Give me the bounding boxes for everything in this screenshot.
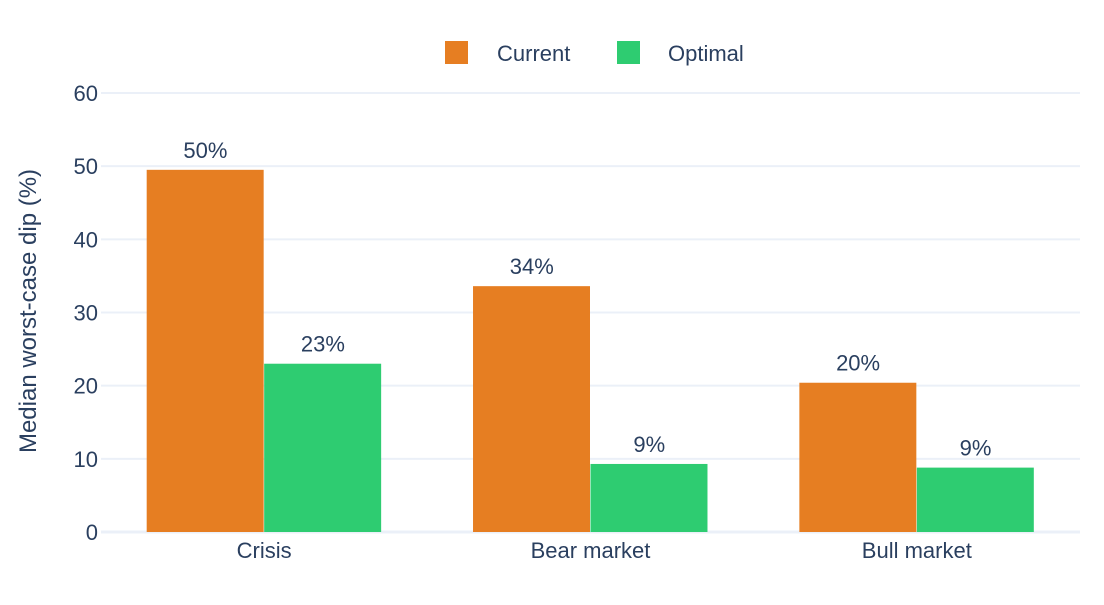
y-tick-label: 60 — [74, 81, 98, 106]
bars — [146, 169, 1034, 532]
x-tick-label: Bear market — [531, 538, 651, 563]
legend-label: Optimal — [668, 41, 744, 66]
y-tick-label: 40 — [74, 227, 98, 252]
y-axis: 0 10 20 30 40 50 60 — [74, 81, 98, 545]
y-tick-label: 20 — [74, 374, 98, 399]
bar-optimal-bull-market[interactable] — [916, 467, 1034, 532]
y-tick-label: 50 — [74, 154, 98, 179]
bar-value-label: 23% — [301, 332, 345, 357]
data-labels: 50% 23% 34% 9% 20% 9% — [183, 138, 991, 461]
legend-swatch — [445, 41, 468, 64]
bar-value-label: 50% — [183, 138, 227, 163]
bar-value-label: 20% — [836, 351, 880, 376]
bar-value-label: 34% — [510, 254, 554, 279]
x-axis: Crisis Bear market Bull market — [237, 538, 972, 563]
legend: Current Optimal — [445, 41, 744, 66]
y-tick-label: 10 — [74, 447, 98, 472]
x-tick-label: Bull market — [862, 538, 972, 563]
x-tick-label: Crisis — [237, 538, 292, 563]
y-axis-label: Median worst-case dip (%) — [15, 169, 42, 453]
bar-value-label: 9% — [633, 432, 665, 457]
y-tick-label: 30 — [74, 301, 98, 326]
legend-label: Current — [497, 41, 570, 66]
bar-current-crisis[interactable] — [146, 169, 264, 532]
legend-item-current[interactable]: Current — [445, 41, 570, 66]
bar-current-bear-market[interactable] — [473, 286, 590, 532]
bar-optimal-crisis[interactable] — [264, 363, 382, 532]
y-tick-label: 0 — [86, 520, 98, 545]
legend-item-optimal[interactable]: Optimal — [617, 41, 744, 66]
bar-optimal-bear-market[interactable] — [590, 463, 708, 532]
legend-swatch — [617, 41, 640, 64]
bar-value-label: 9% — [960, 436, 992, 461]
bar-current-bull-market[interactable] — [799, 382, 917, 532]
